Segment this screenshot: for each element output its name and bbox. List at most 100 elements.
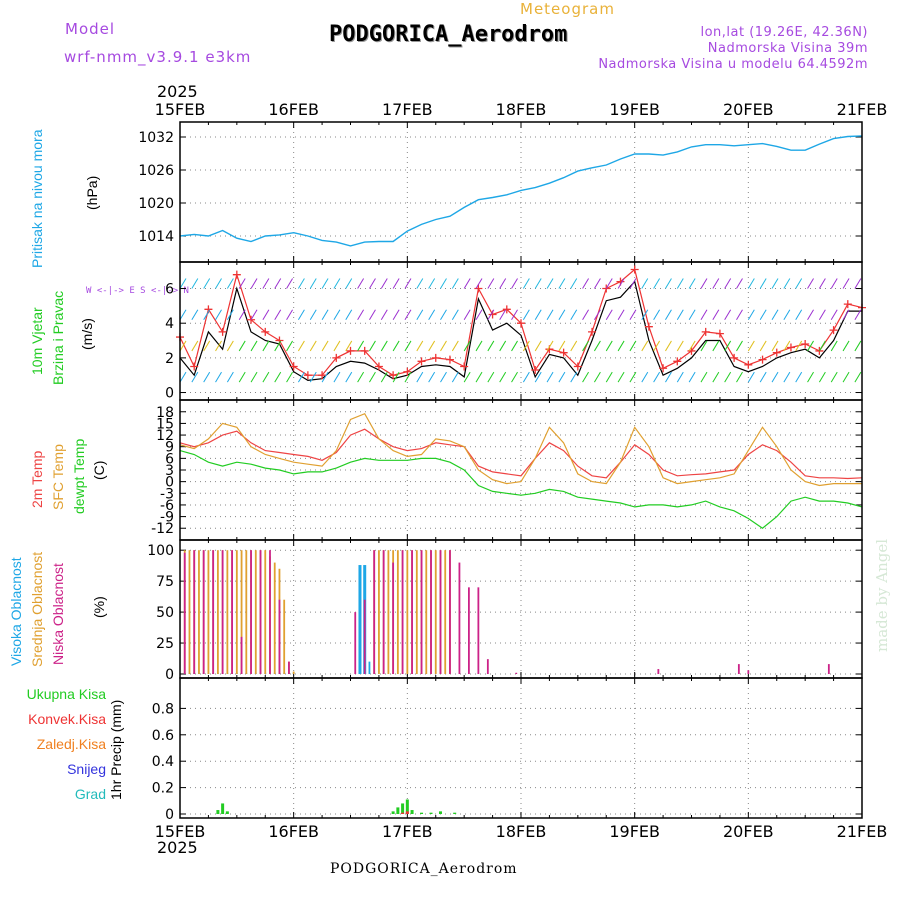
wind-barb: [854, 278, 862, 289]
wind-barb: [321, 309, 329, 320]
bar-low_cloud: [240, 636, 243, 674]
wind-barb: [463, 371, 471, 383]
bar-low_cloud: [747, 670, 750, 674]
y-tick-label: 2: [165, 351, 174, 367]
gust-marker: [474, 284, 483, 293]
bar-low_cloud: [193, 550, 196, 674]
wind-barb: [203, 278, 211, 289]
y-tick-label: 0: [165, 386, 174, 402]
bar-total_precip: [410, 810, 414, 814]
wind-barb: [842, 309, 850, 320]
wind-barb: [747, 309, 755, 320]
wind-barb: [771, 340, 779, 352]
bar-low_cloud: [259, 550, 262, 674]
wind-barb: [712, 278, 720, 289]
wind-barb: [286, 309, 293, 320]
bar-total_precip: [438, 811, 442, 814]
line-dewpoint: [179, 450, 863, 529]
bar-mid_cloud: [226, 550, 229, 674]
elevation-label: Nadmorska Visina 39m: [707, 41, 868, 56]
lonlat-label: lon,lat (19.26E, 42.36N): [700, 25, 868, 40]
gust-marker: [318, 371, 327, 380]
wind-barb: [688, 309, 696, 320]
wind-barb: [203, 309, 211, 320]
wind-barb: [416, 278, 424, 289]
wind-barb: [321, 371, 329, 383]
wind-barb: [582, 340, 589, 352]
y-tick-label: 0.6: [152, 728, 174, 744]
bar-total_precip: [405, 799, 409, 814]
wind-barb: [404, 309, 412, 320]
wind-barb: [783, 371, 791, 383]
bar-mid_cloud: [387, 550, 390, 674]
bar-mid_cloud: [444, 550, 447, 674]
wind-barb: [404, 278, 412, 289]
y-tick-label: 18: [156, 405, 174, 421]
wind-barb: [676, 371, 684, 383]
wind-barb: [724, 371, 732, 383]
line-pressure: [179, 135, 863, 247]
wind-barb: [593, 278, 601, 289]
wind-barb: [274, 371, 282, 383]
y-tick-label: -9: [160, 510, 174, 526]
wind-barb: [842, 340, 850, 352]
wind-barb: [428, 309, 436, 320]
x-tick-label-top: 15FEB: [155, 100, 206, 119]
x-tick-label-top: 18FEB: [496, 100, 547, 119]
wind-barb: [487, 278, 495, 289]
y-tick-label: 0: [165, 475, 174, 491]
gust-marker: [801, 340, 810, 348]
wind-barb: [499, 371, 507, 383]
model-elevation-label: Nadmorska Visina u modelu 64.4592m: [598, 57, 868, 72]
wind-barb: [605, 278, 613, 289]
wind-barb: [818, 278, 826, 289]
wind-barb: [357, 278, 365, 289]
wind-barb: [629, 371, 637, 383]
wind-barb: [511, 340, 518, 352]
wind-barb: [582, 309, 589, 320]
gust-marker: [261, 327, 270, 336]
wind-barb: [736, 309, 743, 320]
y-tick-label: 0: [165, 807, 174, 823]
wind-barb: [653, 371, 661, 383]
wind-barb: [641, 278, 649, 289]
bar-total_precip: [420, 812, 424, 814]
bar-low_cloud: [486, 659, 489, 674]
wind-barb: [238, 309, 246, 320]
wind-barb: [215, 371, 222, 383]
line-wind_speed: [179, 280, 862, 382]
y-tick-label: 6: [165, 282, 174, 298]
bar-low_cloud: [449, 550, 451, 674]
gust-marker: [630, 265, 639, 274]
y-tick-label: 9: [165, 440, 174, 456]
bar-low_cloud: [221, 550, 224, 674]
wind-barb: [428, 340, 436, 352]
bar-low_cloud: [354, 612, 357, 674]
wind-barb: [238, 278, 246, 289]
gust-marker: [346, 346, 355, 355]
wind-barb: [274, 309, 282, 320]
wind-barb: [475, 371, 483, 383]
bar-low_cloud: [411, 550, 413, 674]
wind-barb: [333, 309, 341, 320]
bar-low_cloud: [468, 587, 470, 674]
wind-barb: [522, 309, 530, 320]
gust-marker: [644, 322, 653, 331]
wind-barb: [665, 371, 672, 383]
gust-marker: [715, 329, 724, 338]
wind-barb: [818, 309, 826, 320]
footer-station: PODGORICA_Aerodrom: [330, 861, 518, 877]
wind-barb: [653, 340, 661, 352]
bar-mid_cloud: [245, 550, 248, 674]
wind-barb: [665, 340, 672, 352]
wind-compass-we: W <-|-> E S <-|-> N: [86, 286, 189, 296]
wind-barb: [226, 340, 234, 352]
gust-marker: [559, 348, 568, 357]
y-tick-label: 0.2: [152, 781, 174, 797]
wind-barb: [392, 278, 400, 289]
x-tick-label-top: 21FEB: [837, 100, 888, 119]
wind-barb: [250, 371, 258, 383]
wind-barb: [807, 309, 814, 320]
wind-barb: [534, 309, 542, 320]
gust-marker: [332, 353, 341, 362]
